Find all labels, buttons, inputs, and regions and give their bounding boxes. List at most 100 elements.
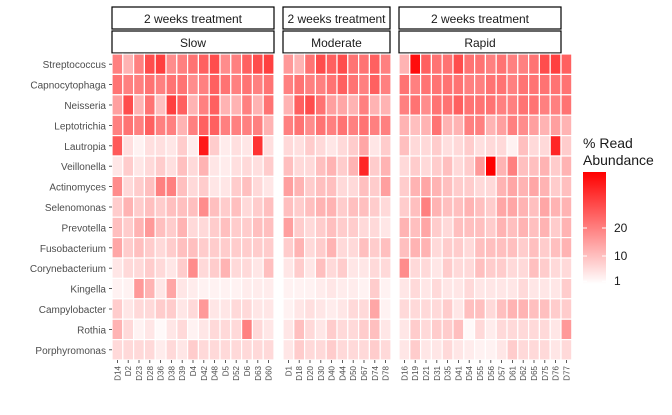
heatmap-cell: [452, 73, 465, 96]
x-tick-label: D5: [221, 365, 230, 376]
heatmap-cell: [241, 94, 254, 116]
heatmap-cell: [219, 135, 232, 157]
heatmap-cell: [197, 237, 210, 259]
heatmap-cell: [154, 155, 167, 177]
heatmap-cell: [262, 73, 275, 96]
heatmap-cell: [463, 53, 476, 75]
heatmap-cell: [143, 53, 156, 75]
heatmap-cell: [398, 318, 411, 341]
heatmap-cell: [430, 216, 443, 239]
heatmap-cell: [208, 155, 221, 177]
x-tick-label: D14: [113, 365, 122, 380]
heatmap-cell: [474, 257, 487, 279]
x-tick-label: D31: [433, 365, 442, 380]
heatmap-cell: [506, 318, 519, 341]
heatmap-cell: [187, 73, 200, 96]
heatmap-cell: [197, 94, 210, 116]
heatmap-cell: [420, 277, 433, 300]
heatmap-cell: [517, 175, 530, 198]
heatmap-cell: [495, 155, 508, 177]
heatmap-cell: [176, 114, 189, 137]
heatmap-cell: [495, 175, 508, 198]
x-tick-label: D20: [306, 365, 315, 380]
heatmap-cell: [143, 73, 156, 96]
heatmap-cell: [111, 175, 124, 198]
heatmap-cell: [176, 339, 189, 361]
heatmap-cell: [111, 298, 124, 320]
heatmap-cell: [314, 53, 327, 75]
heatmap-cell: [336, 114, 349, 137]
heatmap-cell: [527, 339, 540, 361]
heatmap-cell: [133, 237, 146, 259]
heatmap-cell: [549, 298, 562, 320]
heatmap-cell: [398, 73, 411, 96]
heatmap-cell: [549, 53, 562, 75]
heatmap-cell: [133, 277, 146, 300]
heatmap-cell: [506, 196, 519, 218]
facet-strip-top: [111, 6, 275, 30]
heatmap-cell: [409, 257, 422, 279]
heatmap-cell: [122, 73, 135, 96]
heatmap-cell: [506, 216, 519, 239]
y-tick-label: Rothia: [77, 325, 106, 336]
heatmap-cell: [538, 257, 551, 279]
heatmap-cell: [474, 216, 487, 239]
heatmap-cell: [293, 298, 306, 320]
heatmap-cell: [304, 216, 317, 239]
heatmap-cell: [143, 155, 156, 177]
heatmap-cell: [474, 53, 487, 75]
heatmap-cell: [347, 257, 360, 279]
heatmap-cell: [474, 73, 487, 96]
heatmap-cell: [197, 339, 210, 361]
x-axis-labels: D14 D2 D23 D28 D36 D38 D39 D4 D42 D48 D5 D52 D6 D63 D6…: [113, 360, 571, 381]
heatmap-cell: [208, 53, 221, 75]
heatmap-cell: [143, 114, 156, 137]
heatmap-cell: [495, 135, 508, 157]
heatmap-cell: [122, 53, 135, 75]
heatmap-cell: [430, 237, 443, 259]
heatmap-cell: [517, 196, 530, 218]
heatmap-cell: [441, 73, 454, 96]
heatmap-cell: [452, 339, 465, 361]
heatmap-cell: [176, 175, 189, 198]
heatmap-cell: [358, 73, 371, 96]
heatmap-cell: [452, 135, 465, 157]
heatmap-cell: [197, 114, 210, 137]
heatmap-cell: [219, 237, 232, 259]
heatmap-cell: [420, 257, 433, 279]
heatmap-cell: [358, 237, 371, 259]
heatmap-cell: [347, 277, 360, 300]
heatmap-cell: [336, 155, 349, 177]
heatmap-cell: [176, 196, 189, 218]
heatmap-cell: [398, 53, 411, 75]
facet-strip-sub: [111, 30, 275, 54]
heatmap-cell: [187, 216, 200, 239]
heatmap-cell: [452, 318, 465, 341]
heatmap-cell: [452, 175, 465, 198]
heatmap-cell: [506, 94, 519, 116]
facet-label-sub: Moderate: [311, 36, 362, 50]
heatmap-cell: [251, 318, 264, 341]
x-tick-label: D50: [349, 365, 358, 380]
heatmap-cell: [187, 318, 200, 341]
heatmap-cell: [111, 277, 124, 300]
heatmap-cell: [133, 114, 146, 137]
heatmap-cell: [122, 298, 135, 320]
heatmap-cell: [251, 135, 264, 157]
heatmap-cell: [304, 277, 317, 300]
heatmap-cell: [441, 196, 454, 218]
heatmap-cell: [527, 73, 540, 96]
heatmap-cell: [484, 175, 497, 198]
facet-strip-sub: [282, 30, 391, 54]
heatmap-cell: [560, 135, 573, 157]
heatmap-cell: [241, 237, 254, 259]
heatmap-cell: [165, 277, 178, 300]
heatmap-cell: [527, 298, 540, 320]
heatmap-cell: [219, 339, 232, 361]
heatmap-cell: [430, 73, 443, 96]
heatmap-cell: [441, 318, 454, 341]
heatmap-cell: [368, 114, 381, 137]
heatmap-cell: [441, 298, 454, 320]
heatmap-cell: [230, 196, 243, 218]
